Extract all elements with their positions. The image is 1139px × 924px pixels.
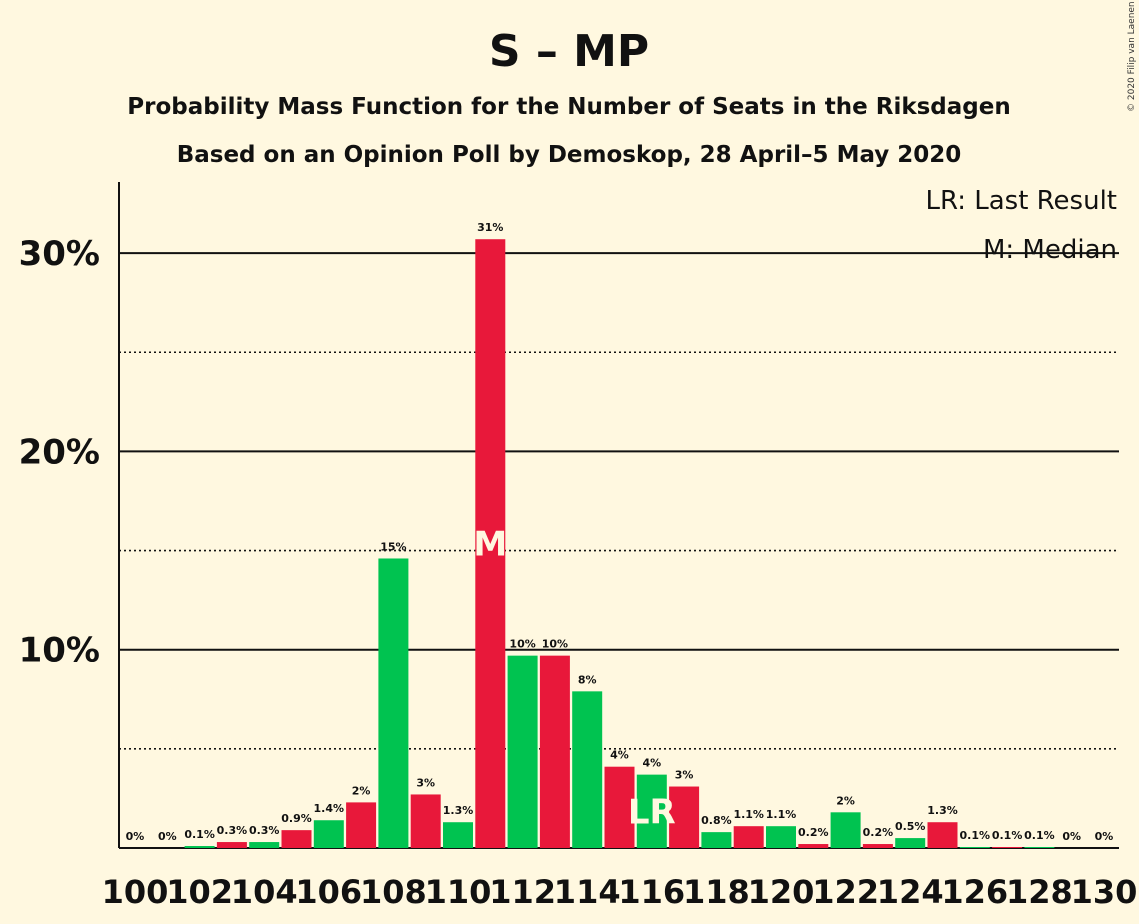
bar xyxy=(830,812,861,848)
bar xyxy=(927,822,958,848)
data-label: 2% xyxy=(836,794,855,807)
bar xyxy=(862,844,893,848)
bar xyxy=(346,802,377,848)
x-tick-label: 122 xyxy=(812,873,879,911)
bar xyxy=(895,838,926,848)
bar xyxy=(766,826,796,848)
data-label: 10% xyxy=(509,638,535,651)
x-tick-label: 110 xyxy=(425,873,492,911)
data-label: 0.8% xyxy=(701,814,732,827)
x-tick-label: 102 xyxy=(166,873,233,911)
x-tick-label: 104 xyxy=(231,873,298,911)
grid-lines xyxy=(119,252,1119,750)
x-tick-label: 108 xyxy=(360,873,427,911)
x-tick-label: 126 xyxy=(941,873,1008,911)
data-label: 2% xyxy=(352,784,371,797)
chart-subtitle-2: Based on an Opinion Poll by Demoskop, 28… xyxy=(177,142,962,168)
data-label: 0% xyxy=(1062,830,1081,843)
data-label: 0% xyxy=(158,830,177,843)
data-label: 10% xyxy=(542,638,568,651)
data-labels: 0% 0% 0.1% 0.3% 0.3%0.9%1.4%2%15%3%1.3%31%10… xyxy=(126,221,1114,843)
bar xyxy=(539,655,570,848)
data-label: 4% xyxy=(610,749,629,762)
data-label: 0.3% xyxy=(249,824,280,837)
data-label: 0.5% xyxy=(895,820,926,833)
bar xyxy=(959,847,990,848)
legend-median: M: Median xyxy=(983,235,1117,265)
data-label: 3% xyxy=(416,776,435,789)
bar xyxy=(701,832,732,848)
last-result-marker: LR xyxy=(628,792,676,832)
x-tick-label: 114 xyxy=(554,873,621,911)
data-label: 0.2% xyxy=(863,826,894,839)
legend-last-result: LR: Last Result xyxy=(925,186,1117,216)
data-label: 3% xyxy=(675,769,694,782)
bar xyxy=(1024,847,1055,848)
y-axis-labels: 10% 20% 30% xyxy=(19,234,100,671)
bar xyxy=(604,766,635,848)
bar xyxy=(378,558,409,848)
data-label: 0% xyxy=(1095,830,1114,843)
data-label: 1.3% xyxy=(443,804,474,817)
x-tick-label: 120 xyxy=(748,873,815,911)
bar xyxy=(636,774,667,848)
data-label: 0.1% xyxy=(960,829,991,842)
bar xyxy=(572,691,603,848)
x-axis-labels: 1001021041061081101121141161181201221241… xyxy=(102,873,1138,911)
data-label: 1.1% xyxy=(766,808,797,821)
median-marker: M xyxy=(473,525,507,565)
bar xyxy=(992,847,1023,848)
bar xyxy=(669,786,700,848)
data-label: 0.3% xyxy=(217,824,248,837)
x-tick-label: 116 xyxy=(618,873,685,911)
markers: M LR xyxy=(473,525,675,833)
data-label: 1.3% xyxy=(927,804,958,817)
x-tick-label: 100 xyxy=(102,873,169,911)
x-tick-label: 112 xyxy=(489,873,556,911)
bars xyxy=(184,239,1055,848)
bar xyxy=(475,239,506,848)
bar xyxy=(507,655,538,848)
data-label: 0% xyxy=(126,830,145,843)
bar xyxy=(733,826,764,848)
bar xyxy=(313,820,344,848)
data-label: 0.2% xyxy=(798,826,829,839)
data-label: 1.4% xyxy=(314,802,345,815)
data-label: 0.1% xyxy=(1024,829,1055,842)
x-tick-label: 124 xyxy=(877,873,944,911)
data-label: 0.1% xyxy=(992,829,1023,842)
chart-title: S – MP xyxy=(489,26,649,77)
bar xyxy=(184,846,215,848)
x-tick-label: 128 xyxy=(1006,873,1073,911)
data-label: 31% xyxy=(477,221,503,234)
bar xyxy=(798,844,829,848)
y-tick-label: 20% xyxy=(19,432,100,472)
y-tick-label: 30% xyxy=(19,234,100,274)
bar xyxy=(410,794,441,848)
data-label: 0.1% xyxy=(184,828,215,841)
y-tick-label: 10% xyxy=(19,631,100,671)
bar xyxy=(281,830,312,848)
data-label: 8% xyxy=(578,673,597,686)
x-tick-label: 118 xyxy=(683,873,750,911)
chart-subtitle-1: Probability Mass Function for the Number… xyxy=(127,94,1010,120)
data-label: 15% xyxy=(380,540,406,553)
bar xyxy=(443,822,473,848)
copyright-notice: © 2020 Filip van Laenen xyxy=(1127,1,1137,112)
bar xyxy=(216,842,247,848)
data-label: 0.9% xyxy=(281,812,312,825)
data-label: 1.1% xyxy=(733,808,764,821)
x-tick-label: 106 xyxy=(295,873,362,911)
x-tick-label: 130 xyxy=(1071,873,1138,911)
data-label: 4% xyxy=(642,757,661,770)
bar xyxy=(249,842,280,848)
